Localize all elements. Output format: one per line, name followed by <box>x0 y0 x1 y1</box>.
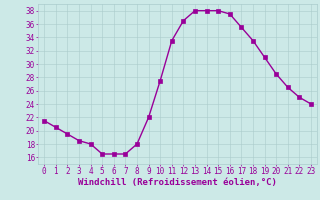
X-axis label: Windchill (Refroidissement éolien,°C): Windchill (Refroidissement éolien,°C) <box>78 178 277 187</box>
